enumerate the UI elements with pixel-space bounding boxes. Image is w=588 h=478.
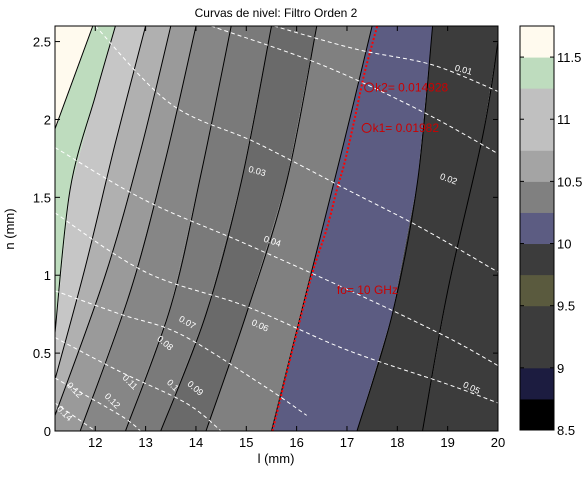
- colorbar-band-0: [520, 398, 554, 431]
- annotation-label-0: fo= 10 GHz: [337, 283, 398, 297]
- x-tick-label-1: 13: [138, 435, 152, 450]
- contour-band-9: [271, 26, 433, 431]
- contour-band-4: [55, 26, 196, 431]
- fo-contour-line: [271, 26, 379, 431]
- bandwidth-contour-line-4: [55, 212, 498, 404]
- annotation-label-2: k2= 0.014928: [375, 80, 448, 94]
- plot-area: [55, 26, 498, 431]
- frequency-contour-line-9: [356, 26, 434, 431]
- bandwidth-contour-lines: [55, 26, 498, 431]
- frequency-contour-line-2: [55, 26, 147, 380]
- frequency-contour-line-3: [55, 26, 172, 416]
- colorbar-band-7: [520, 181, 554, 213]
- contour-band-1: [55, 26, 116, 431]
- frequency-contour-line-0: [55, 26, 94, 129]
- bandwidth-contour-line-1: [210, 26, 498, 155]
- y-tick-label-3: 1.5: [33, 190, 51, 205]
- colorbar-tick-label-4: 10.5: [557, 174, 582, 189]
- frequency-contour-line-5: [125, 26, 232, 431]
- contour-band-8: [206, 26, 373, 431]
- colorbar-band-8: [520, 150, 554, 182]
- y-tick-label-1: 0.5: [33, 346, 51, 361]
- bandwidth-contour-line-0: [273, 26, 498, 92]
- annotation-marker-1: [361, 122, 372, 133]
- x-axis-label: l (mm): [258, 451, 295, 466]
- contour-band-7: [160, 26, 317, 431]
- y-axis-ticks: 0 0.5 1 1.5 2 2.5: [33, 35, 498, 439]
- x-axis-ticks: 12 13 14 15 16 17 18 19 20: [88, 26, 505, 450]
- x-tick-label-2: 14: [189, 435, 203, 450]
- frequency-contour-line-10: [422, 41, 498, 431]
- colorbar-band-12: [520, 26, 554, 58]
- bandwidth-contour-label-2: 0.03: [247, 164, 267, 178]
- colorbar-band-4: [520, 274, 554, 307]
- bandwidth-contour-line-5: [55, 290, 307, 416]
- frequency-contour-line-6: [160, 26, 272, 431]
- bandwidth-contour-line-8: [55, 402, 96, 431]
- frequency-contour-line-1: [55, 26, 116, 333]
- y-tick-label-0: 0: [44, 424, 51, 439]
- bandwidth-contour-line-7: [55, 377, 141, 431]
- colorbar: [520, 26, 554, 431]
- colorbar-ticks: 8.5 9 9.5 10 10.5 11 11.5: [520, 50, 582, 438]
- annotation-label-1: k1= 0.01982: [373, 121, 440, 135]
- x-tick-label-4: 16: [289, 435, 303, 450]
- colorbar-tick-label-3: 10: [557, 237, 571, 252]
- colorbar-band-1: [520, 367, 554, 400]
- y-axis-label: n (mm): [2, 208, 17, 249]
- colorbar-tick-label-2: 9.5: [557, 299, 575, 314]
- annotation-marker-2: [364, 82, 375, 93]
- plot-frame: [54, 25, 499, 432]
- contour-band-0: [55, 26, 93, 431]
- colorbar-band-11: [520, 57, 554, 89]
- bandwidth-contour-line-6: [55, 337, 222, 431]
- colorbar-frame: [519, 25, 555, 431]
- y-tick-label-4: 2: [44, 112, 51, 127]
- colorbar-band-9: [520, 119, 554, 151]
- y-tick-label-2: 1: [44, 268, 51, 283]
- colorbar-band-10: [520, 88, 554, 120]
- x-tick-label-5: 17: [340, 435, 354, 450]
- colorbar-band-2: [520, 336, 554, 369]
- colorbar-tick-label-6: 11.5: [557, 50, 581, 65]
- x-tick-label-0: 12: [88, 435, 102, 450]
- annotations: fo= 10 GHz k1= 0.01982 k2= 0.014928: [337, 80, 449, 296]
- fo-contour-line: [271, 26, 379, 431]
- colorbar-band-6: [520, 212, 554, 245]
- x-tick-label-7: 19: [440, 435, 454, 450]
- frequency-contour-line-7: [205, 26, 318, 431]
- filled-contour-bands: [55, 26, 498, 431]
- x-tick-label-8: 20: [491, 435, 505, 450]
- contour-band-2: [55, 26, 146, 431]
- x-tick-label-3: 15: [239, 435, 253, 450]
- chart-title: Curvas de nivel: Filtro Orden 2: [195, 6, 358, 20]
- colorbar-tick-label-5: 11: [557, 112, 571, 127]
- contour-band-10: [357, 26, 498, 431]
- frequency-contour-line-4: [79, 26, 197, 431]
- contour-band-3: [55, 26, 171, 431]
- colorbar-tick-label-0: 8.5: [557, 423, 575, 438]
- colorbar-band-3: [520, 305, 554, 338]
- contour-band-11: [422, 26, 498, 431]
- contour-band-5: [80, 26, 232, 431]
- bandwidth-contour-label-0: 0.01: [454, 63, 474, 77]
- contour-band-6: [125, 26, 272, 431]
- y-tick-label-5: 2.5: [33, 35, 51, 50]
- bandwidth-contour-line-3: [55, 147, 498, 367]
- bandwidth-contour-line-2: [94, 26, 498, 273]
- x-tick-label-6: 18: [390, 435, 404, 450]
- colorbar-band-5: [520, 243, 554, 276]
- colorbar-tick-label-1: 9: [557, 361, 564, 376]
